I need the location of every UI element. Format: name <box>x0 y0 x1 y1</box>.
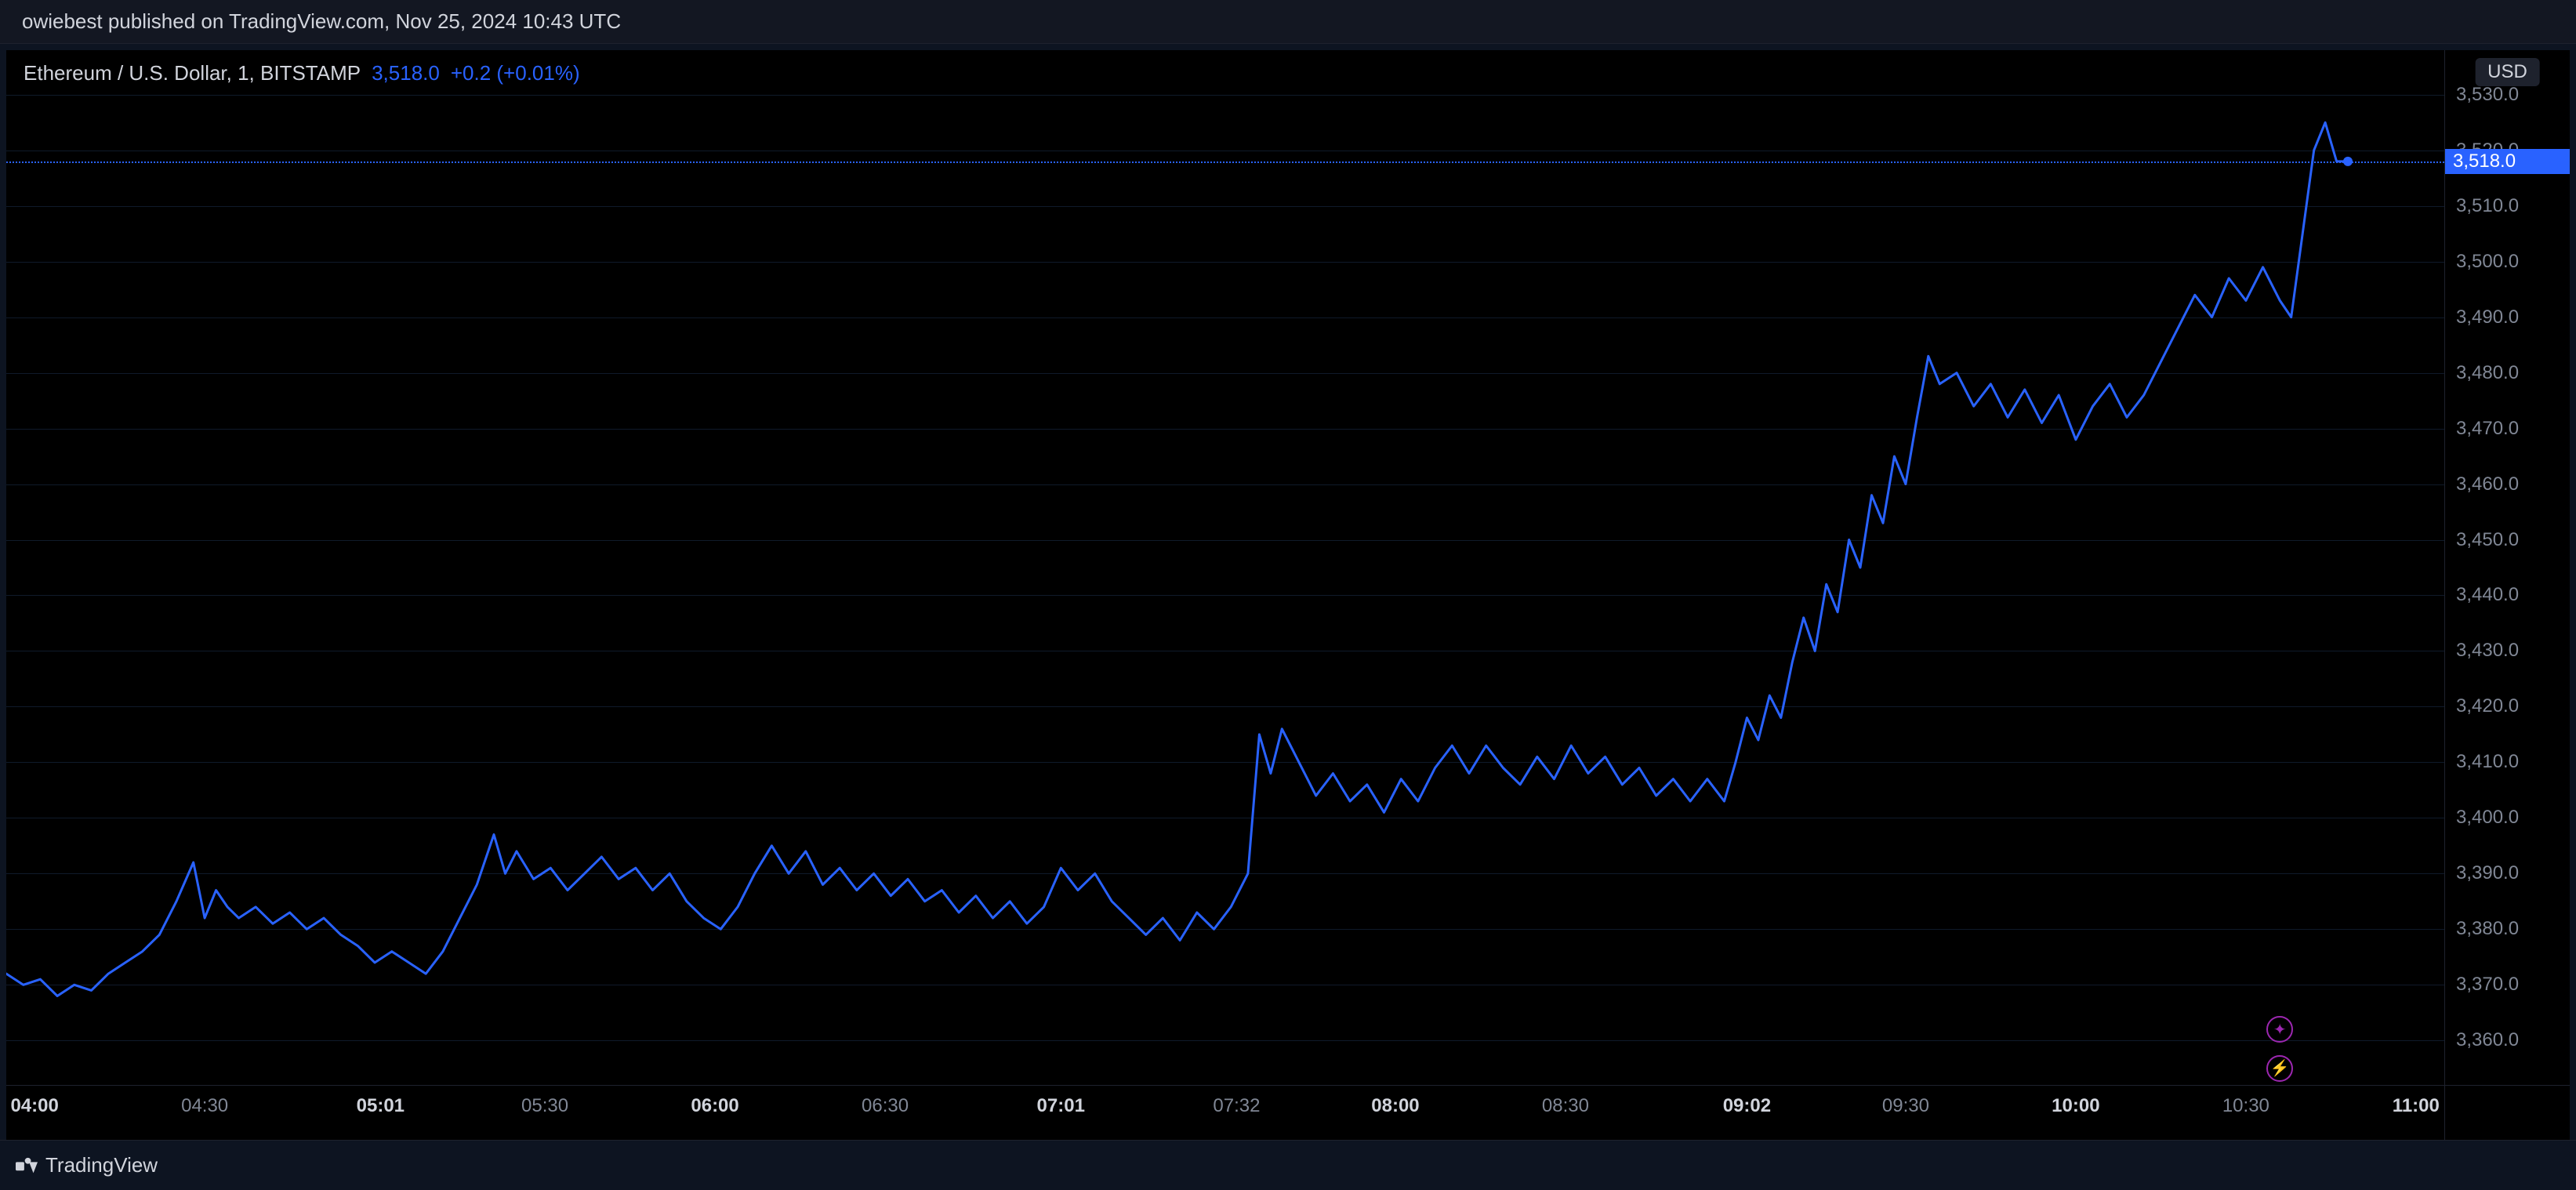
y-axis[interactable]: USD 3,530.03,520.03,510.03,500.03,490.03… <box>2444 50 2570 1085</box>
x-tick-label: 07:32 <box>1213 1095 1260 1117</box>
tradingview-glyph-icon <box>16 1155 38 1177</box>
price-line-chart <box>6 50 2444 1085</box>
y-axis-unit-button[interactable]: USD <box>2475 58 2540 86</box>
y-tick-label: 3,380.0 <box>2456 918 2519 940</box>
symbol-name[interactable]: Ethereum / U.S. Dollar, 1, BITSTAMP <box>24 61 361 85</box>
x-tick-label: 10:30 <box>2222 1095 2269 1117</box>
y-tick-label: 3,360.0 <box>2456 1029 2519 1051</box>
publish-info-bar: owiebest published on TradingView.com, N… <box>0 0 2576 44</box>
current-price-line <box>6 161 2444 163</box>
publish-info-text: owiebest published on TradingView.com, N… <box>22 9 621 34</box>
y-tick-label: 3,440.0 <box>2456 584 2519 606</box>
y-tick-label: 3,370.0 <box>2456 974 2519 996</box>
y-tick-label: 3,500.0 <box>2456 251 2519 273</box>
x-axis-row: 04:00 04:30 05:01 05:30 06:00 06:30 07:01 07:32… <box>6 1085 2570 1140</box>
tradingview-brand-text: TradingView <box>45 1153 158 1177</box>
x-tick-label: 04:30 <box>181 1095 228 1117</box>
y-tick-label: 3,420.0 <box>2456 695 2519 717</box>
chart-main: Ethereum / U.S. Dollar, 1, BITSTAMP 3,51… <box>0 44 2576 1085</box>
y-tick-label: 3,510.0 <box>2456 195 2519 217</box>
tradingview-logo[interactable]: TradingView <box>16 1153 158 1177</box>
x-tick-label: 06:30 <box>862 1095 909 1117</box>
footer-bar: TradingView <box>0 1140 2576 1190</box>
axis-corner-spacer <box>2444 1085 2570 1140</box>
y-tick-label: 3,530.0 <box>2456 84 2519 106</box>
x-tick-label: 10:00 <box>2052 1095 2099 1117</box>
x-tick-label: 05:01 <box>357 1095 405 1117</box>
app-root: owiebest published on TradingView.com, N… <box>0 0 2576 1190</box>
y-tick-label: 3,470.0 <box>2456 418 2519 440</box>
y-tick-label: 3,390.0 <box>2456 862 2519 884</box>
x-tick-label: 05:30 <box>521 1095 568 1117</box>
price-change: +0.2 (+0.01%) <box>451 61 580 85</box>
y-tick-label: 3,450.0 <box>2456 529 2519 551</box>
last-price: 3,518.0 <box>372 61 440 85</box>
bolt-indicator-icon[interactable]: ⚡ <box>2266 1055 2293 1082</box>
y-tick-label: 3,490.0 <box>2456 307 2519 328</box>
price-series-line <box>6 122 2348 996</box>
x-tick-label: 07:01 <box>1037 1095 1085 1117</box>
chart-plot-area[interactable]: Ethereum / U.S. Dollar, 1, BITSTAMP 3,51… <box>6 50 2444 1085</box>
x-tick-label: 11:00 <box>2393 1095 2440 1117</box>
x-tick-label: 08:00 <box>1371 1095 1419 1117</box>
y-tick-label: 3,480.0 <box>2456 362 2519 384</box>
current-price-tag: 3,518.0 <box>2445 149 2570 174</box>
x-tick-label: 09:02 <box>1723 1095 1771 1117</box>
y-tick-label: 3,400.0 <box>2456 807 2519 829</box>
x-tick-label: 08:30 <box>1542 1095 1589 1117</box>
y-tick-label: 3,410.0 <box>2456 751 2519 773</box>
x-axis[interactable]: 04:00 04:30 05:01 05:30 06:00 06:30 07:01 07:32… <box>6 1085 2444 1140</box>
x-tick-label: 06:00 <box>691 1095 738 1117</box>
y-tick-label: 3,430.0 <box>2456 640 2519 662</box>
x-tick-label: 09:30 <box>1882 1095 1929 1117</box>
y-tick-label: 3,460.0 <box>2456 473 2519 495</box>
x-tick-label: 04:00 <box>10 1095 58 1117</box>
chart-legend: Ethereum / U.S. Dollar, 1, BITSTAMP 3,51… <box>24 61 580 85</box>
